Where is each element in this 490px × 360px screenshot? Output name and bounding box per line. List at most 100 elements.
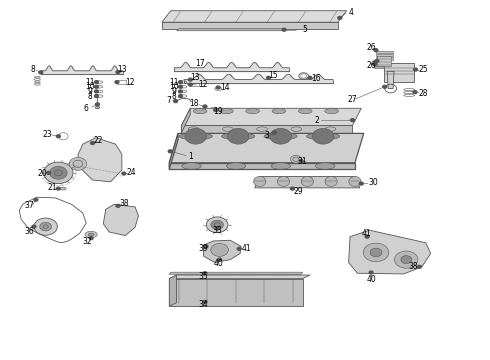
Circle shape xyxy=(44,162,73,184)
Circle shape xyxy=(204,245,208,248)
Text: 26: 26 xyxy=(366,43,376,52)
Circle shape xyxy=(206,217,228,233)
Circle shape xyxy=(338,17,342,19)
Polygon shape xyxy=(103,204,139,235)
Circle shape xyxy=(34,218,57,235)
Text: 26: 26 xyxy=(366,61,376,70)
Circle shape xyxy=(211,220,223,229)
Bar xyxy=(376,57,393,59)
Circle shape xyxy=(383,85,387,88)
Circle shape xyxy=(95,90,98,93)
Bar xyxy=(377,56,391,66)
Circle shape xyxy=(312,129,334,144)
Text: 13: 13 xyxy=(117,66,127,75)
Polygon shape xyxy=(181,108,190,133)
Text: 25: 25 xyxy=(418,65,428,74)
Circle shape xyxy=(115,81,119,84)
Circle shape xyxy=(178,90,182,93)
Circle shape xyxy=(218,258,221,261)
Text: 12: 12 xyxy=(125,78,134,87)
Text: 1: 1 xyxy=(188,152,193,161)
Circle shape xyxy=(359,182,363,185)
Text: 40: 40 xyxy=(366,275,376,284)
Circle shape xyxy=(237,247,241,250)
Bar xyxy=(374,66,383,68)
Circle shape xyxy=(363,243,389,262)
Circle shape xyxy=(122,172,126,175)
Circle shape xyxy=(188,78,192,81)
Bar xyxy=(376,50,393,53)
Ellipse shape xyxy=(277,176,290,186)
Circle shape xyxy=(267,76,270,79)
Text: 15: 15 xyxy=(269,71,278,80)
Circle shape xyxy=(291,155,301,163)
Text: 20: 20 xyxy=(37,169,47,178)
Circle shape xyxy=(216,86,220,89)
Text: 24: 24 xyxy=(127,168,136,177)
Ellipse shape xyxy=(220,109,233,114)
Circle shape xyxy=(49,166,67,179)
Circle shape xyxy=(32,225,36,228)
Polygon shape xyxy=(348,230,431,274)
Text: 2: 2 xyxy=(315,116,319,125)
Text: 31: 31 xyxy=(298,157,307,166)
Text: 38: 38 xyxy=(119,199,129,208)
Circle shape xyxy=(374,49,378,51)
Text: 13: 13 xyxy=(190,73,200,82)
Circle shape xyxy=(214,109,218,112)
Text: 17: 17 xyxy=(195,59,205,68)
Text: 23: 23 xyxy=(42,130,52,139)
Text: 10: 10 xyxy=(170,82,179,91)
Bar xyxy=(190,83,199,86)
Text: 36: 36 xyxy=(24,228,34,237)
Polygon shape xyxy=(255,176,360,188)
Ellipse shape xyxy=(325,176,337,186)
Text: 37: 37 xyxy=(24,201,34,210)
Circle shape xyxy=(272,131,276,134)
Polygon shape xyxy=(162,11,346,22)
Text: 21: 21 xyxy=(47,183,57,192)
Circle shape xyxy=(56,187,60,190)
Polygon shape xyxy=(169,134,364,163)
Circle shape xyxy=(414,68,417,71)
Ellipse shape xyxy=(298,109,312,114)
Ellipse shape xyxy=(253,176,266,186)
Circle shape xyxy=(203,105,207,108)
Circle shape xyxy=(417,265,421,268)
Polygon shape xyxy=(387,71,394,89)
Circle shape xyxy=(299,159,303,162)
Circle shape xyxy=(372,63,376,66)
Circle shape xyxy=(116,204,120,207)
Circle shape xyxy=(270,129,292,144)
Ellipse shape xyxy=(179,133,212,140)
Circle shape xyxy=(401,256,412,264)
Polygon shape xyxy=(169,279,303,306)
Circle shape xyxy=(40,222,51,231)
Circle shape xyxy=(91,141,95,144)
Text: 8: 8 xyxy=(172,91,176,100)
Circle shape xyxy=(369,271,373,274)
Circle shape xyxy=(203,272,207,275)
Ellipse shape xyxy=(85,231,97,238)
Circle shape xyxy=(413,91,417,94)
Circle shape xyxy=(370,248,382,257)
Circle shape xyxy=(375,59,379,62)
Polygon shape xyxy=(169,134,178,169)
Text: 33: 33 xyxy=(212,226,222,235)
Text: 41: 41 xyxy=(241,244,251,253)
Text: 34: 34 xyxy=(198,300,208,309)
Circle shape xyxy=(56,135,60,138)
Circle shape xyxy=(394,251,418,268)
Ellipse shape xyxy=(316,163,335,169)
Circle shape xyxy=(365,235,369,238)
Circle shape xyxy=(95,85,98,88)
Circle shape xyxy=(215,227,219,230)
Circle shape xyxy=(188,83,192,86)
Text: 41: 41 xyxy=(361,229,371,238)
Text: 30: 30 xyxy=(368,178,378,187)
Text: 35: 35 xyxy=(198,272,208,281)
Polygon shape xyxy=(169,275,176,306)
Circle shape xyxy=(95,95,98,98)
Ellipse shape xyxy=(193,109,207,114)
Circle shape xyxy=(168,150,172,153)
